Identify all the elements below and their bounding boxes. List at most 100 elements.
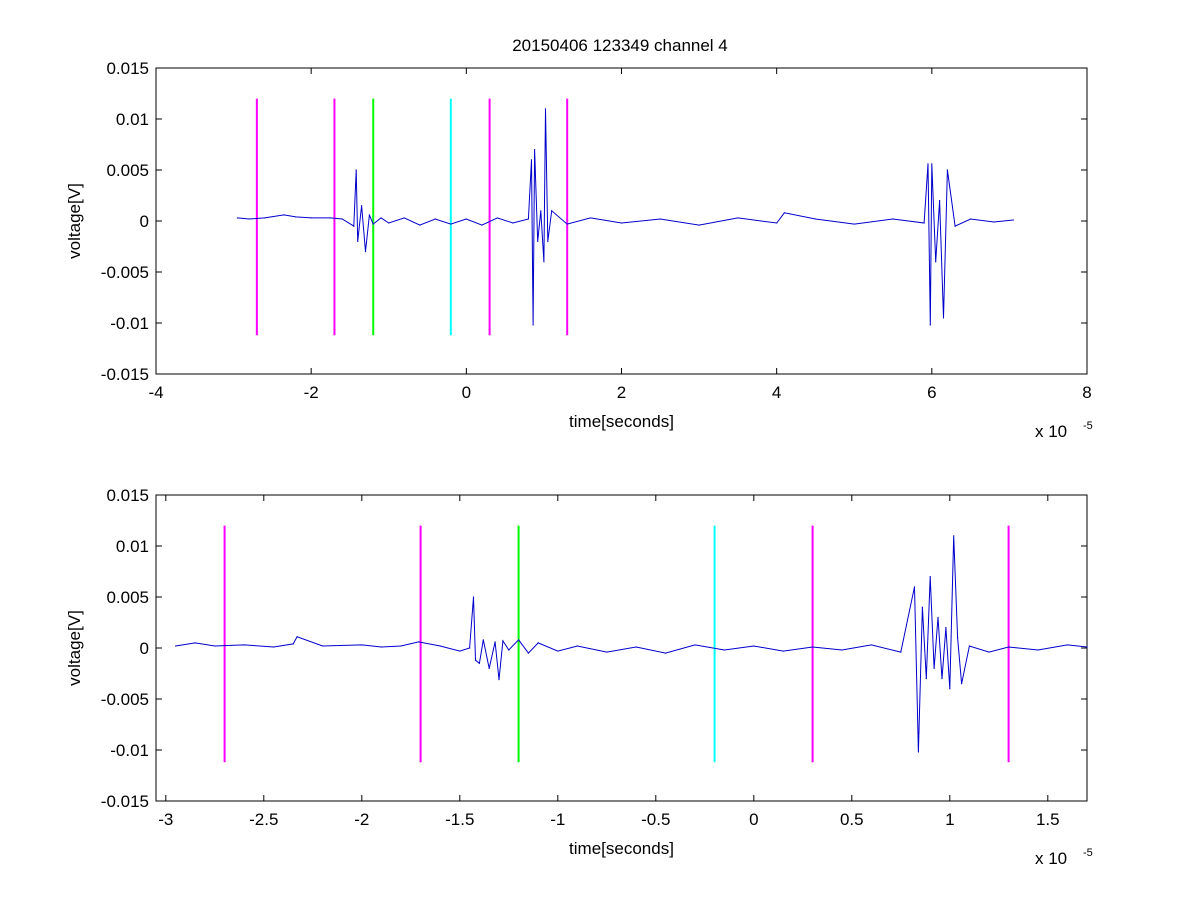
chart1-data-point-51 — [935, 261, 937, 263]
chart1-data-point-30 — [537, 240, 539, 242]
chart1-data-point-46 — [892, 218, 894, 220]
chart1-data-point-8 — [341, 218, 343, 220]
chart2-data-point-41 — [913, 586, 916, 588]
chart1-data-point-48 — [927, 163, 929, 165]
chart1-data-point-18 — [403, 217, 405, 219]
chart2-x-tick-label: -1 — [550, 810, 565, 829]
chart2-data-point-25 — [518, 639, 520, 641]
chart2-x-tick-label: -2 — [354, 810, 369, 829]
chart2-x-exponent-label: x 10 — [1035, 849, 1067, 868]
chart1-data-point-6 — [310, 217, 312, 219]
chart2-data-point-17 — [474, 659, 477, 661]
chart1-data-point-24 — [496, 217, 498, 219]
chart2-data-point-34 — [723, 649, 726, 651]
chart1-series-line-1 — [237, 108, 1014, 326]
chart1-data-point-23 — [481, 224, 483, 226]
chart2-data-point-2 — [194, 642, 196, 644]
chart1-data-point-35 — [551, 210, 553, 212]
chart2-data-point-20 — [488, 667, 490, 670]
chart2-data-point-30 — [606, 651, 608, 653]
chart2-data-point-59 — [1086, 646, 1088, 648]
chart2-data-point-37 — [812, 646, 814, 648]
chart1-x-tick-label: 8 — [1082, 383, 1091, 402]
chart1-data-point-29 — [534, 149, 536, 151]
chart2-x-tick-label: -2.5 — [249, 810, 278, 829]
chart2-y-tick-label: 0.015 — [106, 486, 149, 505]
chart1-data-point-49 — [929, 324, 931, 326]
chart2-x-axis-label: time[seconds] — [569, 839, 674, 858]
chart2-y-axis-label: voltage[V] — [65, 610, 84, 686]
chart2-data-point-50 — [949, 688, 951, 690]
chart1-y-tick-label: 0.005 — [106, 161, 149, 180]
chart1-data-point-36 — [566, 223, 568, 225]
chart1-data-point-40 — [698, 224, 700, 226]
chart2-data-point-10 — [380, 646, 382, 648]
chart1-data-point-17 — [388, 222, 390, 224]
chart2-x-tick-label: 1 — [945, 810, 954, 829]
chart2-data-point-24 — [508, 649, 510, 651]
chart2-data-point-58 — [1066, 644, 1068, 646]
axes-bottom: -3 -2.5 -2 -1.5 -1 -0.5 0 0.5 1 1.5 -0.015 -0.01 -0.… — [65, 486, 1093, 868]
chart1-data-point-54 — [946, 169, 948, 171]
chart2-y-tick-label: 0 — [140, 639, 149, 658]
chart2-data-point-43 — [921, 606, 923, 608]
chart1-data-point-41 — [737, 217, 739, 219]
chart1-data-point-53 — [942, 317, 945, 319]
axes-top: -4 -2 0 2 4 6 8 -0.015 -0.01 -0.005 0 0.005 0.01 0.01… — [65, 59, 1093, 441]
chart2-y-tick-label: -0.01 — [110, 741, 149, 760]
chart1-y-tick-label: -0.005 — [101, 263, 149, 282]
chart1-data-point-15 — [372, 223, 374, 225]
chart1-data-point-39 — [659, 218, 661, 220]
chart2-x-tick-label: -1.5 — [445, 810, 474, 829]
chart2-data-point-45 — [929, 576, 931, 578]
chart2-data-point-27 — [537, 642, 539, 644]
chart1-data-point-45 — [853, 223, 855, 225]
chart2-data-point-44 — [925, 678, 927, 680]
chart1-y-axis-label: voltage[V] — [65, 183, 84, 259]
chart1-data-point-47 — [923, 222, 925, 224]
chart1-data-point-7 — [329, 217, 332, 219]
chart1-data-point-16 — [380, 217, 382, 219]
chart2-x-tick-label: -0.5 — [641, 810, 670, 829]
chart1-data-point-38 — [620, 222, 623, 224]
chart1-data-point-3 — [264, 217, 266, 219]
chart1-x-tick-label: 4 — [772, 383, 781, 402]
chart1-data-point-37 — [589, 217, 592, 219]
chart1-y-tick-label: 0.01 — [116, 110, 149, 129]
chart2-data-point-6 — [292, 643, 294, 645]
chart1-data-point-27 — [530, 159, 533, 161]
chart2-data-point-47 — [937, 616, 939, 619]
chart1-axes-box — [155, 67, 1088, 375]
chart1-data-point-10 — [355, 169, 357, 171]
chart2-data-point-23 — [502, 640, 504, 642]
chart2-data-point-53 — [960, 683, 963, 685]
chart2-series-line-1 — [175, 535, 1088, 753]
chart2-data-point-31 — [635, 646, 637, 648]
chart1-data-point-43 — [783, 212, 786, 214]
chart2-data-point-54 — [968, 645, 971, 647]
chart2-data-point-8 — [322, 645, 324, 647]
chart2-data-point-52 — [957, 637, 959, 639]
chart1-data-point-19 — [419, 224, 421, 226]
chart1-data-point-57 — [993, 221, 995, 223]
chart2-y-tick-label: 0.01 — [116, 537, 149, 556]
chart2-data-point-14 — [459, 650, 461, 652]
chart1-data-point-52 — [938, 200, 941, 202]
chart2-y-tick-label: 0.005 — [106, 588, 149, 607]
chart1-data-point-34 — [547, 240, 549, 242]
chart2-data-point-36 — [782, 650, 784, 652]
chart1-data-point-28 — [532, 324, 534, 326]
chart1-data-point-25 — [512, 222, 514, 224]
chart1-y-tick-label: 0 — [140, 212, 149, 231]
chart1-data-point-58 — [1012, 219, 1014, 221]
chart1-x-tick-label: 6 — [927, 383, 936, 402]
chart2-data-point-49 — [945, 627, 947, 629]
chart2-data-point-4 — [243, 644, 245, 646]
chart2-data-point-35 — [753, 645, 755, 647]
chart2-data-point-1 — [175, 645, 177, 647]
chart1-data-point-2 — [248, 218, 250, 220]
chart1-data-point-14 — [368, 214, 370, 216]
chart1-data-point-50 — [931, 163, 933, 165]
chart2-data-point-32 — [665, 652, 667, 654]
chart2-data-point-40 — [900, 651, 902, 653]
